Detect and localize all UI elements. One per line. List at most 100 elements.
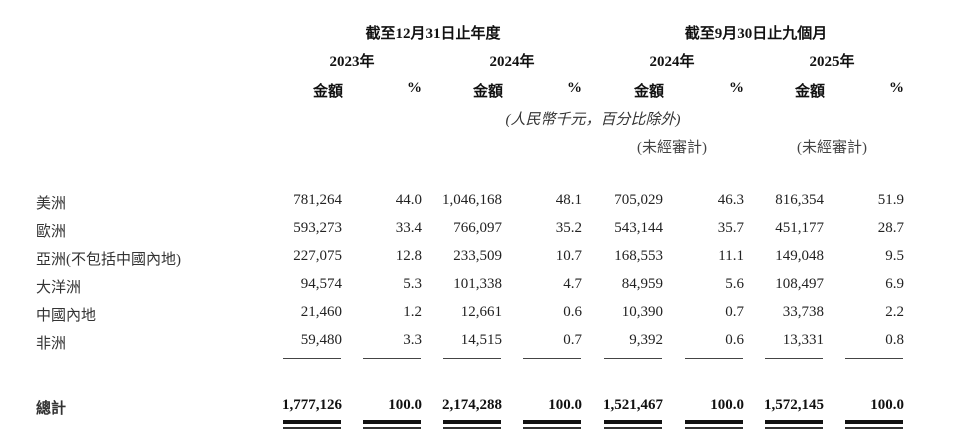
table-cell: 0.7 — [563, 332, 582, 348]
table-cell: 84,959 — [621, 276, 663, 292]
table-cell: 11.1 — [718, 248, 744, 264]
year-header: 2025年 — [809, 54, 855, 70]
table-cell: 21,460 — [300, 304, 342, 320]
table-cell: 451,177 — [775, 220, 824, 236]
table-cell: 781,264 — [293, 192, 342, 208]
table-cell: 4.7 — [563, 276, 582, 292]
amount-column-header: 金額 — [633, 84, 665, 100]
table-cell: 816,354 — [775, 192, 824, 208]
table-cell: 705,029 — [614, 192, 663, 208]
table-cell: 0.7 — [725, 304, 744, 320]
table-cell: 33,738 — [782, 304, 824, 320]
row-label: 大洋洲 — [36, 280, 82, 296]
total-double-underline — [765, 427, 823, 429]
subtotal-underline — [685, 358, 743, 359]
total-double-underline — [845, 427, 903, 429]
table-cell: 28.7 — [877, 220, 904, 236]
table-cell: 5.3 — [403, 276, 422, 292]
amount-column-header: 金額 — [312, 84, 344, 100]
row-label: 中國內地 — [36, 308, 97, 324]
row-label: 非洲 — [36, 336, 67, 352]
table-cell: 35.7 — [717, 220, 744, 236]
table-cell: 5.6 — [725, 276, 744, 292]
table-cell: 0.8 — [885, 332, 904, 348]
row-label: 美洲 — [36, 196, 67, 212]
table-cell: 9.5 — [885, 248, 904, 264]
unaudited-note: (未經審計) — [637, 140, 707, 156]
table-cell: 59,480 — [300, 332, 342, 348]
table-cell: 12.8 — [395, 248, 422, 264]
group-header-fiscal-year: 截至12月31日止年度 — [365, 26, 501, 42]
table-cell: 46.3 — [717, 192, 744, 208]
total-double-underline — [845, 420, 903, 424]
table-cell: 51.9 — [877, 192, 904, 208]
total-cell: 100.0 — [548, 397, 582, 413]
percent-column-header: % — [567, 80, 582, 96]
table-cell: 1.2 — [403, 304, 422, 320]
group-header-nine-months: 截至9月30日止九個月 — [684, 26, 828, 42]
year-header: 2024年 — [489, 54, 535, 70]
table-cell: 227,075 — [293, 248, 342, 264]
total-double-underline — [685, 427, 743, 429]
total-double-underline — [604, 420, 662, 424]
table-cell: 33.4 — [395, 220, 422, 236]
table-cell: 10.7 — [555, 248, 582, 264]
table-cell: 1,046,168 — [442, 192, 502, 208]
total-double-underline — [765, 420, 823, 424]
row-label: 歐洲 — [36, 224, 67, 240]
total-double-underline — [685, 420, 743, 424]
total-double-underline — [363, 427, 421, 429]
subtotal-underline — [765, 358, 823, 359]
subtotal-underline — [523, 358, 581, 359]
table-cell: 593,273 — [293, 220, 342, 236]
total-cell: 100.0 — [870, 397, 904, 413]
subtotal-underline — [443, 358, 501, 359]
table-cell: 0.6 — [725, 332, 744, 348]
table-cell: 44.0 — [395, 192, 422, 208]
table-cell: 233,509 — [453, 248, 502, 264]
table-cell: 14,515 — [460, 332, 502, 348]
table-cell: 94,574 — [300, 276, 342, 292]
total-double-underline — [523, 420, 581, 424]
table-cell: 0.6 — [563, 304, 582, 320]
total-double-underline — [604, 427, 662, 429]
table-cell: 12,661 — [460, 304, 502, 320]
subtotal-underline — [283, 358, 341, 359]
percent-column-header: % — [729, 80, 744, 96]
table-cell: 9,392 — [629, 332, 663, 348]
table-cell: 168,553 — [614, 248, 663, 264]
year-header: 2023年 — [329, 54, 375, 70]
total-cell: 1,572,145 — [764, 397, 824, 413]
table-cell: 10,390 — [621, 304, 663, 320]
table-cell: 101,338 — [453, 276, 502, 292]
subtotal-underline — [604, 358, 662, 359]
percent-column-header: % — [889, 80, 904, 96]
table-cell: 766,097 — [453, 220, 502, 236]
table-cell: 3.3 — [403, 332, 422, 348]
total-cell: 100.0 — [710, 397, 744, 413]
total-cell: 2,174,288 — [442, 397, 502, 413]
total-cell: 1,777,126 — [282, 397, 342, 413]
row-label: 亞洲(不包括中國內地) — [36, 252, 181, 268]
table-cell: 149,048 — [775, 248, 824, 264]
table-cell: 48.1 — [555, 192, 582, 208]
amount-column-header: 金額 — [794, 84, 826, 100]
total-double-underline — [283, 420, 341, 424]
total-double-underline — [443, 420, 501, 424]
subtotal-underline — [845, 358, 903, 359]
amount-column-header: 金額 — [472, 84, 504, 100]
unaudited-note: (未經審計) — [797, 140, 867, 156]
table-cell: 35.2 — [555, 220, 582, 236]
subtotal-underline — [363, 358, 421, 359]
table-cell: 543,144 — [614, 220, 663, 236]
year-header: 2024年 — [649, 54, 695, 70]
percent-column-header: % — [407, 80, 422, 96]
total-double-underline — [523, 427, 581, 429]
total-double-underline — [443, 427, 501, 429]
table-cell: 2.2 — [885, 304, 904, 320]
table-cell: 108,497 — [775, 276, 824, 292]
table-cell: 6.9 — [885, 276, 904, 292]
total-cell: 1,521,467 — [603, 397, 663, 413]
total-double-underline — [363, 420, 421, 424]
total-cell: 100.0 — [388, 397, 422, 413]
